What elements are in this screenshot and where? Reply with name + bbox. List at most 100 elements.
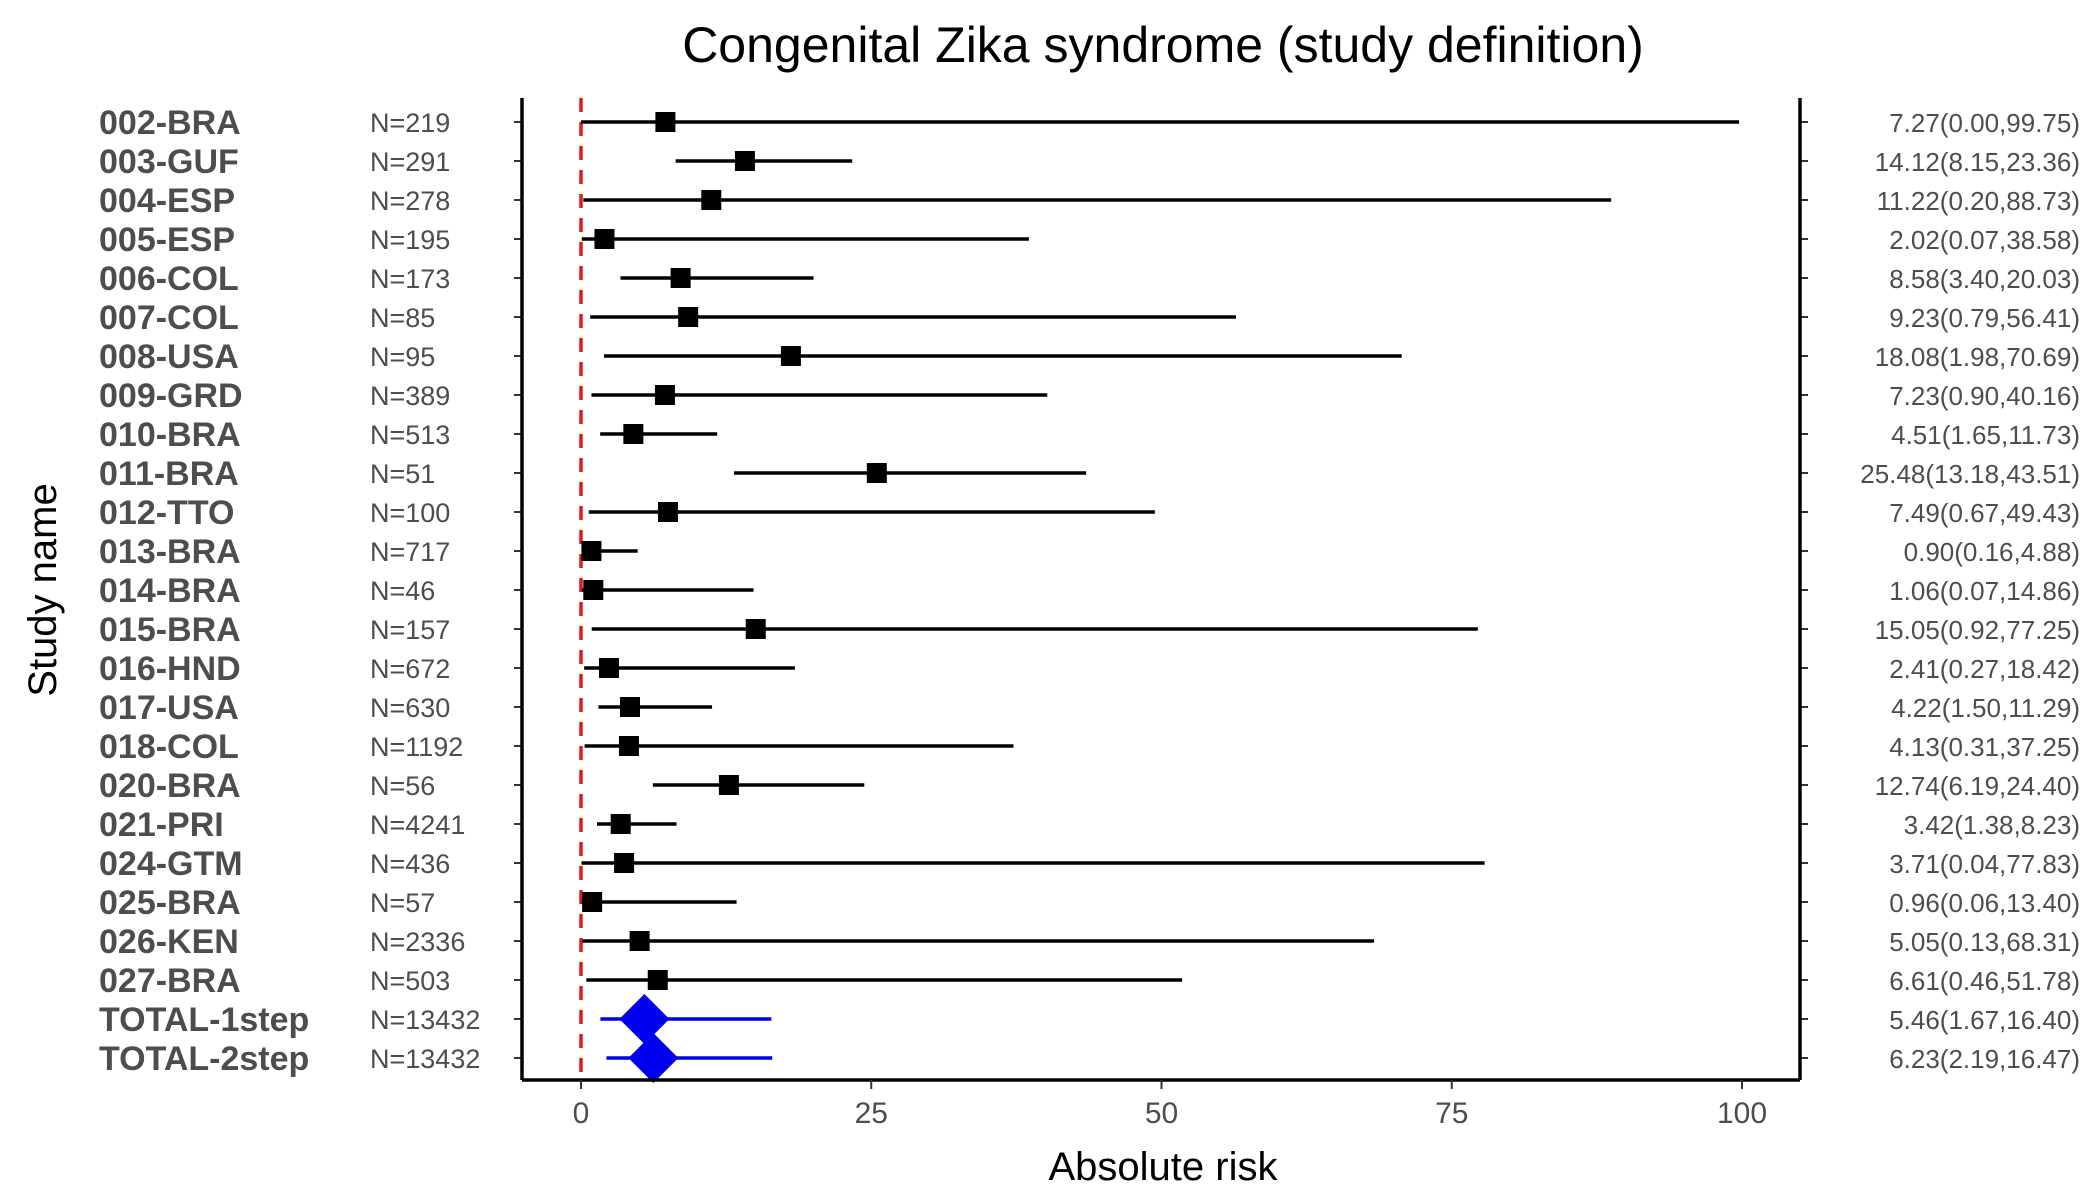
point-estimate-square — [866, 463, 887, 483]
sample-size-label: N=672 — [370, 654, 450, 684]
point-estimate-square — [670, 268, 691, 288]
sample-size-label: N=56 — [370, 771, 435, 801]
forest-row: 012-TTO N=100 7.49(0.67,49.43) — [99, 494, 2080, 532]
sample-size-label: N=436 — [370, 849, 450, 879]
estimate-ci-label: 2.02(0.07,38.58) — [1889, 225, 2080, 255]
forest-row: 026-KEN N=2336 5.05(0.13,68.31) — [99, 923, 2080, 961]
sample-size-label: N=513 — [370, 420, 450, 450]
point-estimate-square — [629, 931, 650, 951]
sample-size-label: N=57 — [370, 888, 435, 918]
study-name-label: 007-COL — [99, 299, 239, 337]
study-name-label: 017-USA — [99, 689, 239, 727]
sample-size-label: N=630 — [370, 693, 450, 723]
point-estimate-square — [678, 307, 699, 327]
point-estimate-square — [780, 346, 801, 366]
forest-row: 018-COL N=1192 4.13(0.31,37.25) — [99, 728, 2080, 766]
estimate-ci-label: 9.23(0.79,56.41) — [1889, 303, 2080, 333]
study-name-label: 014-BRA — [99, 572, 241, 610]
forest-row: 003-GUF N=291 14.12(8.15,23.36) — [99, 143, 2080, 181]
study-name-label: 024-GTM — [99, 845, 243, 883]
x-axis-label: Absolute risk — [1049, 1145, 1279, 1189]
study-name-label: 026-KEN — [99, 923, 239, 961]
study-name-label: 013-BRA — [99, 533, 241, 571]
sample-size-label: N=46 — [370, 576, 435, 606]
point-estimate-square — [655, 112, 676, 132]
x-tick-label: 75 — [1435, 1097, 1468, 1130]
estimate-ci-label: 7.49(0.67,49.43) — [1889, 498, 2080, 528]
sample-size-label: N=717 — [370, 537, 450, 567]
sample-size-label: N=51 — [370, 459, 435, 489]
point-estimate-square — [623, 424, 644, 444]
forest-row: 011-BRA N=51 25.48(13.18,43.51) — [99, 455, 2080, 493]
x-axis-ticks: 0 25 50 75 100 — [573, 1080, 1767, 1130]
forest-row: 017-USA N=630 4.22(1.50,11.29) — [99, 689, 2080, 727]
forest-row: 013-BRA N=717 0.90(0.16,4.88) — [99, 533, 2080, 571]
sample-size-label: N=389 — [370, 381, 450, 411]
sample-size-label: N=278 — [370, 186, 450, 216]
study-name-label: 003-GUF — [99, 143, 239, 181]
study-name-label: 004-ESP — [99, 182, 235, 220]
study-name-label: 005-ESP — [99, 221, 235, 259]
study-name-label: 012-TTO — [99, 494, 234, 532]
sample-size-label: N=2336 — [370, 927, 465, 957]
study-name-label: 011-BRA — [99, 455, 239, 493]
study-name-label: 010-BRA — [99, 416, 241, 454]
point-estimate-square — [598, 658, 619, 678]
study-name-label: 006-COL — [99, 260, 239, 298]
estimate-ci-label: 3.42(1.38,8.23) — [1904, 810, 2080, 840]
estimate-ci-label: 0.90(0.16,4.88) — [1904, 537, 2080, 567]
study-name-label: 020-BRA — [99, 767, 241, 805]
study-name-label: 002-BRA — [99, 104, 241, 142]
estimate-ci-label: 0.96(0.06,13.40) — [1889, 888, 2080, 918]
marks-layer — [581, 112, 1740, 1083]
estimate-ci-label: 18.08(1.98,70.69) — [1875, 342, 2080, 372]
forest-row: 021-PRI N=4241 3.42(1.38,8.23) — [99, 806, 2080, 844]
point-estimate-square — [618, 736, 639, 756]
point-estimate-square — [583, 580, 604, 600]
sample-size-label: N=13432 — [370, 1044, 480, 1074]
point-estimate-square — [654, 385, 675, 405]
point-estimate-square — [594, 229, 615, 249]
forest-row: 009-GRD N=389 7.23(0.90,40.16) — [99, 377, 2080, 415]
sample-size-label: N=173 — [370, 264, 450, 294]
study-name-label: 025-BRA — [99, 884, 241, 922]
estimate-ci-label: 14.12(8.15,23.36) — [1875, 147, 2080, 177]
estimate-ci-label: 8.58(3.40,20.03) — [1889, 264, 2080, 294]
point-estimate-square — [745, 619, 766, 639]
sample-size-label: N=157 — [370, 615, 450, 645]
forest-row: 006-COL N=173 8.58(3.40,20.03) — [99, 260, 2080, 298]
x-tick-label: 50 — [1145, 1097, 1178, 1130]
sample-size-label: N=1192 — [370, 732, 463, 762]
sample-size-label: N=100 — [370, 498, 450, 528]
study-name-label: 016-HND — [99, 650, 241, 688]
study-name-label: TOTAL-2step — [99, 1040, 309, 1078]
sample-size-label: N=85 — [370, 303, 435, 333]
x-tick-label: 25 — [855, 1097, 888, 1130]
forest-row: 008-USA N=95 18.08(1.98,70.69) — [99, 338, 2080, 376]
sample-size-label: N=195 — [370, 225, 450, 255]
pooled-estimate-diamond — [619, 994, 670, 1044]
estimate-ci-label: 7.27(0.00,99.75) — [1889, 108, 2080, 138]
estimate-ci-label: 7.23(0.90,40.16) — [1889, 381, 2080, 411]
estimate-ci-label: 3.71(0.04,77.83) — [1889, 849, 2080, 879]
sample-size-label: N=503 — [370, 966, 450, 996]
forest-row: 002-BRA N=219 7.27(0.00,99.75) — [99, 104, 2080, 142]
x-tick-label: 100 — [1717, 1097, 1767, 1130]
study-name-label: 018-COL — [99, 728, 239, 766]
pooled-estimate-diamond — [628, 1033, 679, 1083]
sample-size-label: N=219 — [370, 108, 450, 138]
point-estimate-square — [614, 853, 635, 873]
sample-size-label: N=291 — [370, 147, 450, 177]
forest-row: 016-HND N=672 2.41(0.27,18.42) — [99, 650, 2080, 688]
point-estimate-square — [657, 502, 678, 522]
estimate-ci-label: 25.48(13.18,43.51) — [1860, 459, 2080, 489]
estimate-ci-label: 1.06(0.07,14.86) — [1889, 576, 2080, 606]
estimate-ci-label: 11.22(0.20,88.73) — [1877, 186, 2080, 216]
study-name-label: 027-BRA — [99, 962, 241, 1000]
point-estimate-square — [718, 775, 739, 795]
forest-row: TOTAL-1step N=13432 5.46(1.67,16.40) — [99, 1001, 2080, 1039]
forest-row: 007-COL N=85 9.23(0.79,56.41) — [99, 299, 2080, 337]
rows-layer: 002-BRA N=219 7.27(0.00,99.75) 003-GUF N=291… — [99, 104, 2080, 1078]
point-estimate-square — [619, 697, 640, 717]
